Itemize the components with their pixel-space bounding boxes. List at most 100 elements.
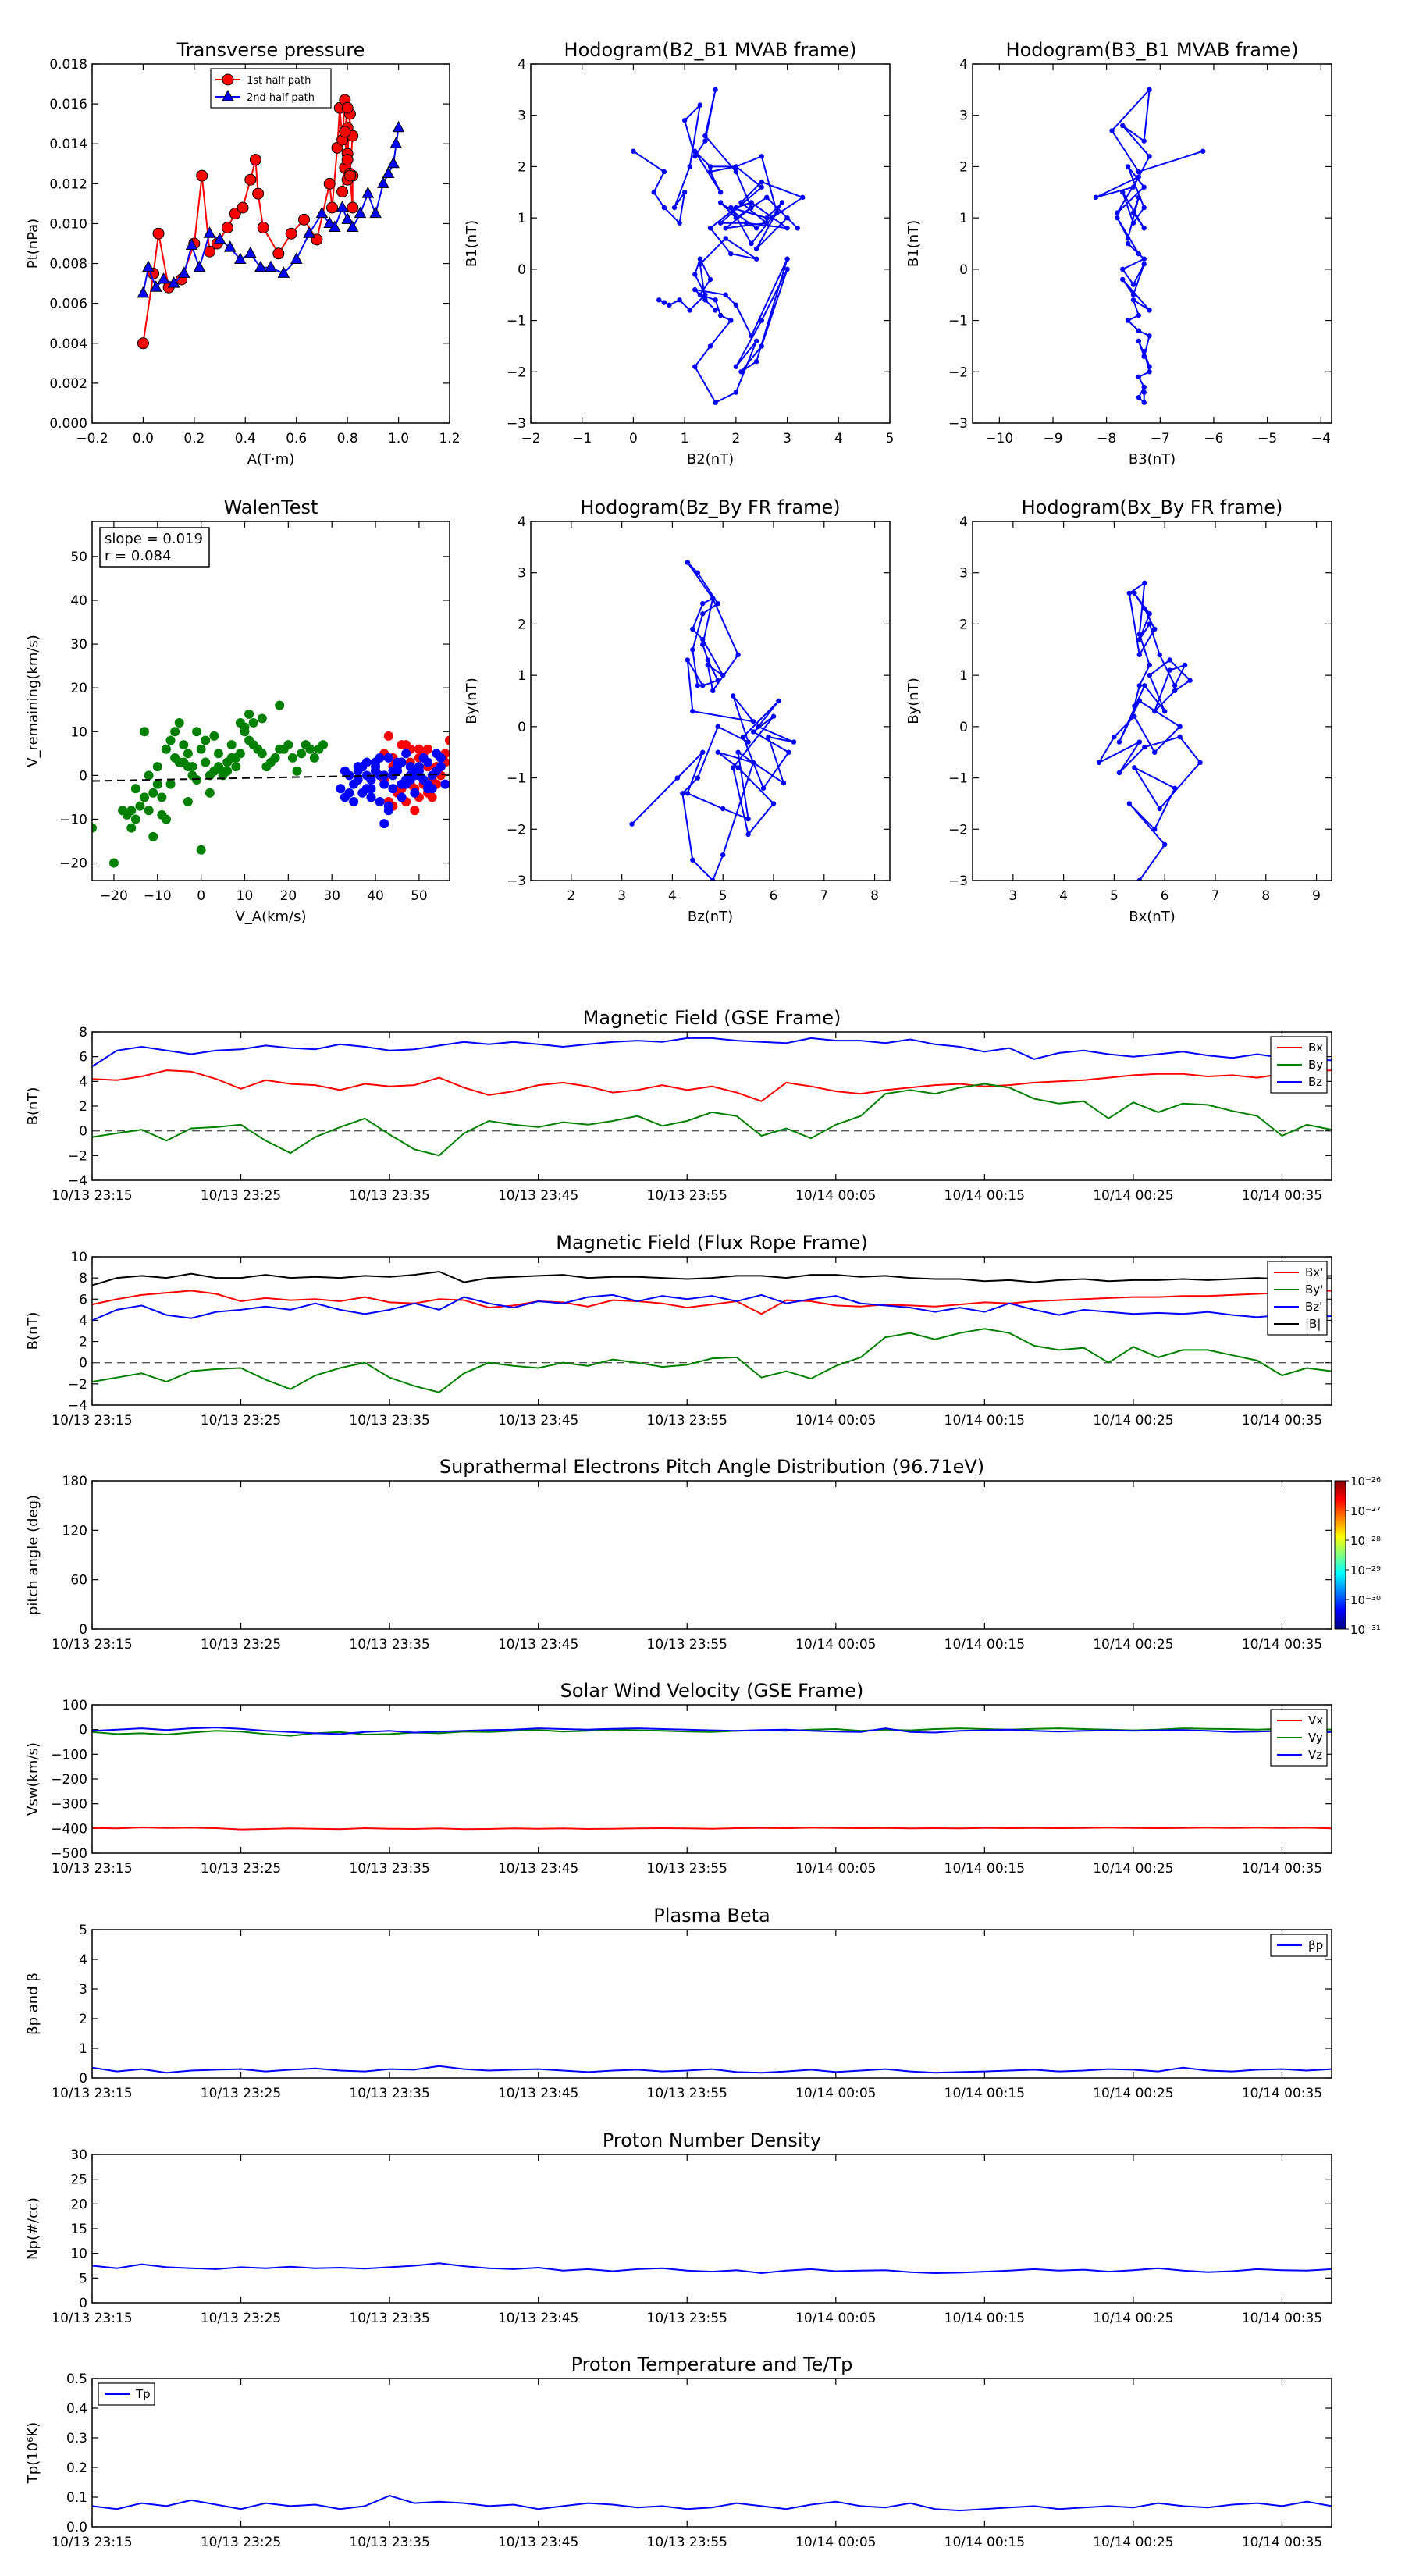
h1-point — [753, 358, 759, 365]
h4-point — [1142, 683, 1147, 688]
np-ytick-label: 25 — [70, 2172, 87, 2188]
tp-plot-area — [137, 94, 405, 350]
h4-point — [1161, 841, 1168, 848]
mag_fr-ytick-label: −2 — [68, 1377, 87, 1393]
walen-point — [270, 753, 280, 763]
mag_gse-xtick-label: 10/14 00:35 — [1242, 1188, 1322, 1204]
walen-ytick-label: −20 — [59, 856, 87, 872]
mag_fr-ytick-label: 4 — [79, 1313, 87, 1329]
beta-series-p — [92, 2065, 1332, 2074]
h4-xtick-label: 7 — [1211, 888, 1220, 904]
pad-colorbar-label: 10⁻²⁸ — [1350, 1534, 1381, 1548]
h3-point — [750, 719, 756, 724]
h1-point — [671, 205, 678, 211]
h1-point — [795, 226, 800, 231]
h1-point — [723, 292, 728, 297]
tp-series-line — [142, 99, 354, 343]
h2-point — [1141, 184, 1147, 190]
np-xtick-label: 10/13 23:15 — [52, 2311, 132, 2326]
h2-ytick-label: −1 — [948, 314, 968, 329]
walen-point — [183, 797, 193, 807]
walen-point — [297, 749, 307, 759]
h1-point — [749, 240, 754, 247]
h4-point — [1172, 785, 1178, 791]
h3-ytick-label: −3 — [507, 873, 526, 889]
tp-point-1st — [244, 173, 257, 186]
vsw-ylabel: Vsw(km/s) — [25, 1742, 41, 1816]
pad-xtick-label: 10/13 23:55 — [647, 1637, 727, 1653]
walen-point — [161, 744, 171, 754]
h4-point — [1132, 713, 1137, 719]
h2-xlabel: B3(nT) — [1129, 451, 1176, 468]
h1-ytick-label: 0 — [518, 262, 526, 278]
tp2-ytick-label: 0.2 — [66, 2460, 87, 2476]
beta-xtick-label: 10/14 00:05 — [795, 2086, 876, 2101]
h1-point — [728, 205, 734, 211]
walen-slope-text: slope = 0.019 — [105, 531, 203, 547]
h3-ytick-label: 1 — [518, 668, 526, 684]
h4-point — [1167, 667, 1172, 673]
h3-xtick-label: 3 — [617, 888, 626, 904]
h3-point — [685, 791, 691, 796]
walen-point — [226, 740, 237, 750]
pad-colorbar-label: 10⁻²⁶ — [1350, 1475, 1381, 1489]
tp2-xtick-label: 10/14 00:15 — [944, 2535, 1025, 2550]
h1-point — [733, 164, 739, 169]
h2-point — [1147, 333, 1152, 339]
mag_gse-plot-area — [92, 1037, 1332, 1157]
h2-axes-frame — [972, 63, 1332, 424]
h2-point — [1141, 138, 1147, 144]
h4-xlabel: Bx(nT) — [1129, 909, 1175, 925]
h1-point — [717, 200, 724, 205]
beta-panel — [91, 1929, 1332, 2079]
h4-point — [1116, 770, 1122, 776]
h2-point — [1130, 184, 1136, 190]
h1-point — [784, 256, 790, 262]
tp2-ytick-label: 0.0 — [66, 2520, 87, 2535]
tp2-xtick-label: 10/14 00:35 — [1242, 2535, 1322, 2550]
tp-point-1st — [137, 337, 149, 350]
h3-point — [695, 683, 701, 688]
tp2-ytick-label: 0.3 — [66, 2431, 87, 2446]
h1-point — [733, 169, 739, 175]
np-xtick-label: 10/13 23:45 — [498, 2311, 578, 2326]
h4-point — [1167, 657, 1172, 663]
tp-ytick-label: 0.012 — [49, 176, 87, 192]
h2-point — [1141, 205, 1147, 211]
h1-point — [779, 200, 785, 205]
h1-point — [728, 251, 734, 257]
mag_fr-xtick-label: 10/13 23:55 — [647, 1413, 727, 1429]
h3-ytick-label: −1 — [507, 771, 526, 787]
mag_fr-xtick-label: 10/13 23:25 — [201, 1413, 281, 1429]
h4-point — [1132, 765, 1137, 770]
walen-point — [140, 792, 150, 802]
h3-point — [745, 739, 751, 745]
h3-xlabel: Bz(nT) — [688, 909, 733, 925]
h1-point — [759, 343, 764, 349]
h4-ytick-label: 0 — [959, 720, 968, 735]
walen-point — [318, 740, 329, 750]
tp-point-2nd — [336, 200, 349, 212]
walen-point — [440, 779, 450, 789]
mag_gse-xtick-label: 10/13 23:45 — [498, 1188, 578, 1204]
walen-point — [201, 757, 211, 767]
walen-xtick-label: 10 — [237, 888, 254, 904]
h1-point — [656, 297, 662, 303]
vsw-xtick-label: 10/13 23:55 — [647, 1861, 727, 1877]
np-xtick-label: 10/14 00:05 — [795, 2311, 876, 2326]
h3-point — [766, 734, 771, 740]
h1-point — [697, 262, 703, 267]
vsw-xtick-label: 10/14 00:25 — [1093, 1861, 1173, 1877]
walen-point — [410, 806, 420, 816]
mag_gse-xtick-label: 10/13 23:25 — [201, 1188, 281, 1204]
h1-point — [697, 256, 703, 262]
h2-point — [1141, 384, 1147, 390]
mag_fr-legend — [1267, 1261, 1328, 1336]
h1-axes-frame — [530, 63, 891, 424]
vsw-axes-frame — [91, 1704, 1332, 1854]
walen-point — [231, 753, 241, 763]
h1-point — [743, 220, 749, 226]
walen-point — [92, 823, 97, 833]
vsw-xtick-label: 10/14 00:35 — [1242, 1861, 1322, 1877]
tp-point-1st — [341, 101, 354, 114]
